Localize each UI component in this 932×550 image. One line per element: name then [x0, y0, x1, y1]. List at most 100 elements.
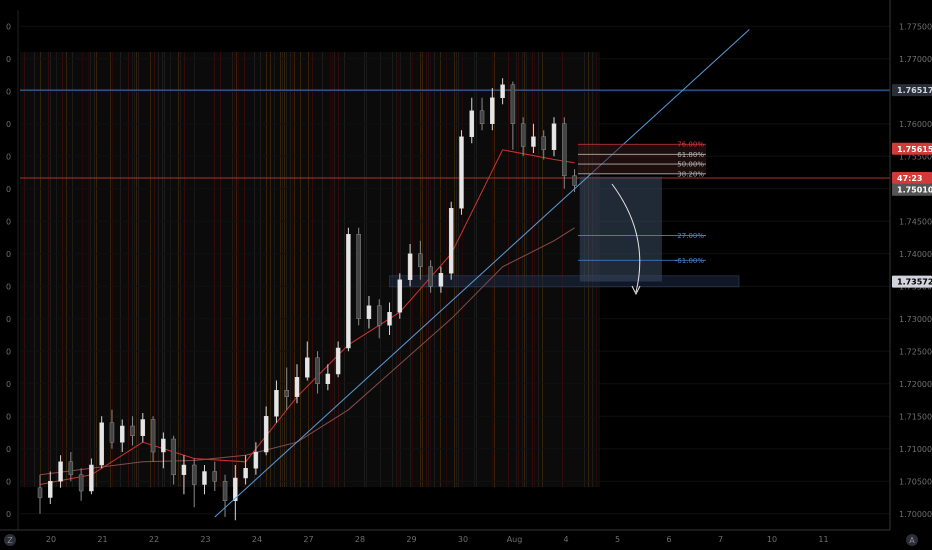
moving-averages [39, 149, 575, 485]
candle [541, 130, 546, 160]
candle [253, 442, 259, 475]
projection-arrowhead[interactable] [631, 285, 641, 296]
price-tick-label: 1.72000 [899, 380, 932, 389]
session-stripe [244, 52, 245, 487]
time-tick-label: 10 [767, 535, 777, 544]
session-stripe [532, 52, 533, 487]
session-stripe [234, 52, 235, 487]
candle-body [274, 390, 279, 417]
candle-body [448, 208, 454, 274]
session-stripe [214, 52, 215, 487]
candle [407, 244, 413, 287]
candle [89, 458, 94, 495]
session-stripe [56, 52, 57, 487]
candle-body [78, 474, 84, 492]
session-stripe [120, 52, 121, 487]
session-stripe [162, 52, 163, 487]
left-axis-tick: 0 [6, 282, 11, 291]
fibonacci-levels[interactable]: 76.00% 61.80% 50.00%38.20% -27.00% -61.00% [578, 141, 706, 265]
candle [130, 416, 135, 446]
time-tick-label: 11 [818, 535, 828, 544]
session-stripe [400, 52, 401, 487]
candle-body [181, 464, 187, 475]
session-stripe [434, 52, 435, 487]
candle-body [89, 464, 94, 492]
time-tick-label: 4 [563, 535, 568, 544]
session-stripe [538, 52, 539, 487]
session-stripe [236, 52, 237, 487]
price-tags: 1.76517 1.75615 47:23 1.75010 1.73572 [892, 84, 932, 288]
candle [531, 123, 536, 153]
candle [48, 471, 53, 504]
left-axis-tick: 0 [6, 55, 11, 64]
session-stripe [516, 52, 517, 487]
moving-average-slow [39, 227, 575, 476]
session-stripe [300, 52, 301, 487]
left-axis-tick: 0 [6, 250, 11, 259]
left-axis-tick: 0 [6, 510, 11, 519]
fib-level-label: 61.80% [677, 151, 704, 159]
session-stripe [456, 52, 457, 487]
grid [20, 25, 890, 515]
price-tag-bg [892, 172, 932, 185]
session-stripe [88, 52, 89, 487]
candle-body [376, 305, 382, 326]
candle-body [315, 357, 320, 384]
left-axis-tick: 0 [6, 87, 11, 96]
candle [376, 299, 382, 339]
time-tick-label: 24 [252, 535, 262, 544]
trendline[interactable] [214, 29, 750, 518]
fib-level-label: 76.00% [677, 141, 704, 149]
session-stripe [412, 52, 413, 487]
candle [99, 416, 104, 469]
candle [315, 351, 320, 394]
price-tag-bg [892, 183, 932, 196]
auto-scale-button[interactable]: A [906, 534, 918, 546]
candle-body [325, 373, 331, 384]
timezone-button[interactable]: Z [4, 534, 16, 546]
candle-body [346, 234, 351, 349]
session-stripe [34, 52, 35, 487]
fib-area [578, 144, 706, 174]
left-axis: 0 0 0 0 0 0 0 0 0 0 0 0 0 0 0 0 [6, 10, 19, 530]
session-stripe [458, 52, 459, 487]
session-stripe [270, 52, 271, 487]
session-stripe [334, 52, 335, 487]
price-tick-label: 1.72500 [899, 347, 932, 356]
time-tick-label: 29 [406, 535, 416, 544]
candle [397, 273, 403, 319]
session-stripe [72, 52, 73, 487]
candle [243, 455, 248, 485]
projection-arrow[interactable] [611, 183, 641, 296]
session-stripe [50, 52, 51, 487]
session-stripe [518, 52, 519, 487]
candle [490, 88, 495, 131]
candle [202, 465, 207, 495]
horizontal-lines [20, 89, 890, 179]
left-axis-tick: 0 [6, 152, 11, 161]
candle [68, 452, 74, 482]
left-axis-tick: 0 [6, 347, 11, 356]
session-stripe [132, 52, 133, 487]
candle [346, 227, 351, 352]
session-stripe [284, 52, 285, 487]
auto-scale-icon[interactable] [906, 534, 918, 546]
auto-scale-icon-glyph[interactable]: A [909, 536, 915, 545]
session-stripe [294, 52, 295, 487]
timezone-icon[interactable] [4, 534, 16, 546]
session-stripe [332, 52, 333, 487]
candle-body [335, 347, 341, 375]
trendline-line[interactable] [214, 29, 750, 518]
timezone-icon-glyph[interactable]: Z [7, 536, 13, 545]
session-stripe [380, 52, 381, 487]
projection-curve[interactable] [611, 183, 641, 293]
left-axis-tick: 0 [6, 380, 11, 389]
time-axis[interactable]: 20 21 22 23 24 27 28 29 30 Aug 4 5 6 7 10 11 [0, 529, 890, 544]
candle-body [459, 136, 464, 209]
candle-body [562, 123, 567, 176]
target-box [579, 176, 662, 282]
left-axis-tick: 0 [6, 120, 11, 129]
session-stripe [392, 52, 393, 487]
